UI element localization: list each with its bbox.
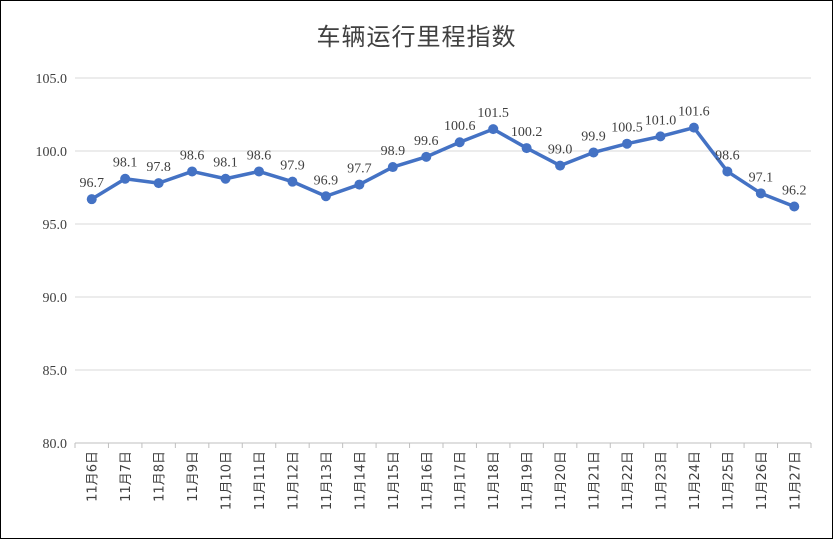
data-label: 96.9 — [314, 173, 339, 188]
y-axis-ticks: 80.0 85.0 90.0 95.0 100.0 105.0 — [36, 72, 68, 452]
data-label: 98.6 — [715, 148, 740, 163]
x-tick-label: 11月18日 — [487, 451, 502, 510]
x-tick-label: 11月14日 — [353, 451, 368, 510]
data-label: 97.8 — [146, 160, 171, 175]
data-label: 97.9 — [280, 159, 305, 174]
data-label: 96.2 — [782, 183, 807, 198]
data-point — [588, 147, 599, 158]
data-label: 101.5 — [477, 106, 509, 121]
y-tick-label: 80.0 — [43, 437, 68, 452]
x-tick-label: 11月25日 — [721, 451, 736, 510]
x-tick-label: 11月13日 — [320, 451, 335, 510]
x-tick-label: 11月22日 — [621, 451, 636, 510]
x-tick-label: 11月9日 — [186, 451, 201, 502]
data-point — [254, 166, 264, 177]
data-point — [655, 131, 666, 142]
data-point — [622, 138, 632, 149]
data-label: 97.7 — [347, 162, 372, 177]
data-point — [722, 166, 733, 177]
data-point — [187, 166, 198, 177]
x-axis-ticks: 11月6日 11月7日 11月8日 11月9日 11月10日 11月11日 11月12日 11… — [74, 443, 812, 510]
x-tick-label: 11月19日 — [521, 451, 536, 510]
x-tick-label: 11月8日 — [153, 451, 168, 502]
data-point — [320, 191, 331, 202]
data-point — [688, 122, 699, 133]
x-tick-label: 11月17日 — [454, 451, 469, 510]
data-labels: 96.7 98.1 97.8 98.6 98.1 98.6 97.9 96.9 97.7 98.9… — [79, 105, 806, 199]
data-label: 101.6 — [678, 105, 710, 120]
x-tick-label: 11月20日 — [554, 451, 569, 510]
data-points — [86, 122, 800, 212]
data-point — [421, 151, 432, 162]
data-point — [220, 173, 231, 184]
series-line — [89, 125, 797, 209]
data-point — [387, 162, 398, 173]
x-tick-label: 11月16日 — [420, 451, 435, 510]
x-tick-label: 11月27日 — [788, 451, 803, 510]
data-label: 99.9 — [581, 129, 606, 144]
data-label: 99.6 — [414, 134, 439, 149]
data-label: 96.7 — [79, 176, 104, 191]
y-tick-label: 100.0 — [36, 145, 68, 160]
x-tick-label: 11月24日 — [688, 451, 703, 510]
data-label: 100.6 — [444, 119, 476, 134]
data-label: 98.1 — [113, 156, 138, 171]
data-point — [555, 160, 566, 171]
x-tick-label: 11月12日 — [286, 451, 301, 510]
x-tick-label: 11月11日 — [253, 451, 268, 510]
y-tick-label: 85.0 — [43, 364, 68, 379]
chart-title: 车辆运行里程指数 — [316, 23, 517, 51]
x-tick-label: 11月10日 — [220, 451, 235, 510]
data-point — [789, 201, 800, 212]
x-tick-label: 11月26日 — [755, 451, 770, 510]
x-tick-label: 11月15日 — [387, 451, 402, 510]
x-tick-label: 11月7日 — [119, 451, 134, 502]
data-label: 98.6 — [180, 148, 205, 163]
data-point — [86, 194, 97, 205]
x-tick-label: 11月6日 — [86, 451, 101, 502]
x-tick-label: 11月21日 — [588, 451, 603, 510]
series-polyline — [89, 125, 797, 209]
data-point — [354, 179, 365, 190]
y-tick-label: 95.0 — [43, 218, 68, 233]
data-label: 98.1 — [213, 156, 238, 171]
y-tick-label: 105.0 — [36, 72, 68, 87]
data-label: 98.6 — [247, 148, 272, 163]
x-tick-label: 11月23日 — [654, 451, 669, 510]
data-label: 99.0 — [548, 143, 573, 158]
data-point — [454, 137, 465, 148]
data-point — [755, 188, 766, 199]
gridlines — [75, 77, 811, 444]
data-label: 97.1 — [749, 170, 774, 185]
data-point — [521, 143, 532, 154]
data-label: 98.9 — [381, 144, 406, 159]
data-point — [153, 178, 164, 189]
y-tick-label: 90.0 — [43, 291, 68, 306]
data-point — [488, 124, 499, 135]
data-label: 101.0 — [645, 113, 677, 128]
data-point — [120, 173, 131, 184]
data-point — [287, 176, 298, 187]
data-label: 100.5 — [611, 121, 643, 136]
data-label: 100.2 — [511, 125, 543, 140]
